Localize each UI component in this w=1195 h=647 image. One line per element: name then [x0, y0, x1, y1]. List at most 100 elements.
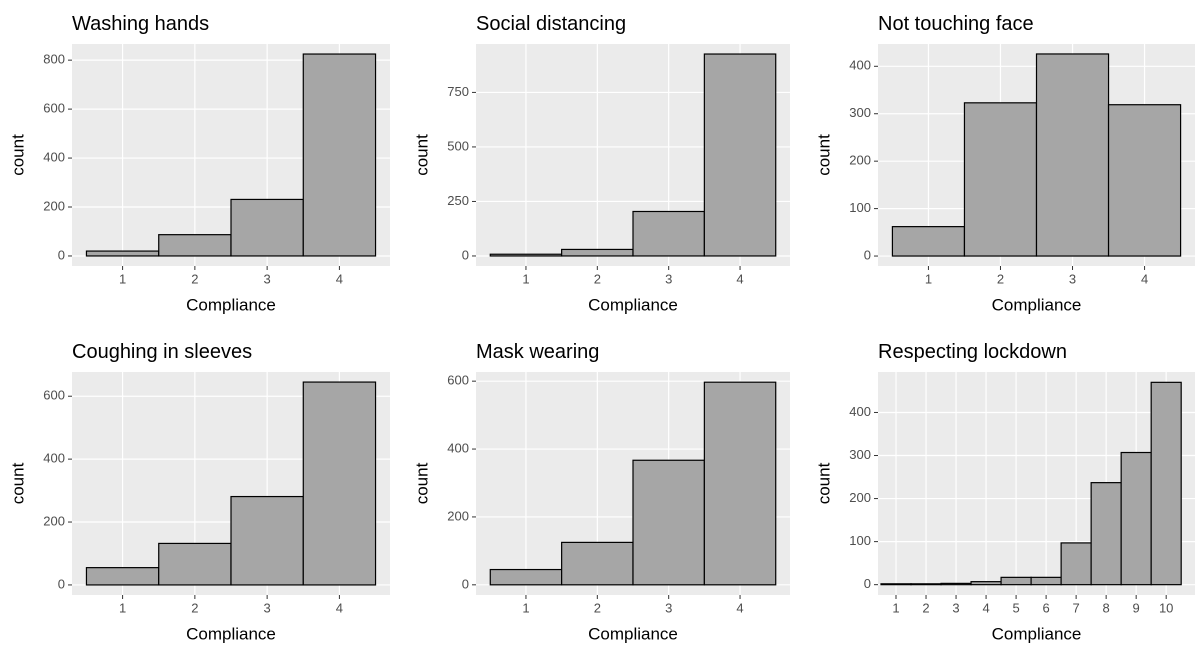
panel: Washing hands 0 200 400 600 800 1 2 3 4 Compliance…: [8, 13, 390, 314]
y-tick-label: 300: [849, 447, 871, 462]
y-tick-label: 750: [447, 84, 469, 99]
x-axis-title: Compliance: [186, 295, 276, 314]
x-tick-label: 10: [1159, 600, 1173, 615]
x-tick-label: 4: [982, 600, 989, 615]
bar: [632, 210, 705, 257]
y-tick-label: 400: [849, 58, 871, 73]
bar: [880, 583, 912, 586]
x-tick-label: 3: [665, 600, 672, 615]
bar: [703, 381, 777, 586]
x-tick-label: 1: [925, 271, 932, 286]
bar: [1000, 576, 1032, 586]
bar: [158, 234, 232, 257]
bar: [1107, 104, 1182, 257]
bar: [158, 542, 232, 586]
x-tick-label: 3: [264, 271, 271, 286]
panel: Respecting lockdown 0 100 200 300 400 1 2 3 4 5 6 7 8…: [814, 341, 1195, 643]
bar: [489, 568, 563, 586]
y-axis-title: count: [814, 134, 833, 176]
x-tick-label: 7: [1073, 600, 1080, 615]
y-axis-title: count: [814, 462, 833, 504]
x-tick-label: 2: [191, 271, 198, 286]
x-tick-label: 8: [1103, 600, 1110, 615]
y-tick-label: 200: [849, 490, 871, 505]
y-tick-label: 100: [849, 200, 871, 215]
bar: [703, 53, 777, 257]
x-tick-label: 5: [1012, 600, 1019, 615]
x-axis-title: Compliance: [992, 624, 1082, 643]
y-axis-title: count: [412, 462, 431, 504]
bar: [85, 250, 160, 257]
y-tick-label: 200: [43, 198, 65, 213]
x-tick-label: 6: [1042, 600, 1049, 615]
x-tick-label: 4: [336, 271, 343, 286]
y-tick-label: 600: [447, 373, 469, 388]
x-tick-label: 1: [892, 600, 899, 615]
x-axis-title: Compliance: [588, 295, 678, 314]
x-axis-title: Compliance: [186, 624, 276, 643]
y-tick-label: 500: [447, 138, 469, 153]
panel-title: Mask wearing: [476, 341, 599, 363]
y-tick-label: 0: [864, 247, 871, 262]
bar: [1060, 542, 1092, 586]
panel-title: Respecting lockdown: [878, 341, 1067, 363]
bar: [1150, 381, 1182, 586]
x-tick-label: 9: [1133, 600, 1140, 615]
x-tick-label: 2: [922, 600, 929, 615]
bar: [1090, 482, 1122, 586]
x-tick-label: 4: [736, 600, 743, 615]
x-tick-label: 3: [952, 600, 959, 615]
x-tick-label: 3: [1069, 271, 1076, 286]
bar: [1035, 53, 1110, 257]
bar: [963, 102, 1038, 257]
y-tick-label: 200: [447, 508, 469, 523]
panel: Coughing in sleeves 0 200 400 600 1 2 3 4 Complia…: [8, 341, 390, 643]
x-tick-label: 4: [1141, 271, 1148, 286]
x-tick-label: 4: [736, 271, 743, 286]
y-tick-label: 800: [43, 52, 65, 67]
y-tick-label: 0: [58, 247, 65, 262]
y-tick-label: 0: [864, 576, 871, 591]
bar: [561, 541, 634, 586]
y-tick-label: 200: [43, 513, 65, 528]
y-tick-label: 300: [849, 105, 871, 120]
x-tick-label: 2: [191, 600, 198, 615]
bar: [85, 567, 160, 586]
bar: [489, 253, 563, 257]
panel-title: Coughing in sleeves: [72, 341, 252, 363]
bar: [302, 381, 377, 586]
bar: [632, 459, 705, 586]
y-tick-label: 400: [43, 451, 65, 466]
y-tick-label: 400: [447, 440, 469, 455]
bar: [970, 581, 1002, 586]
x-axis-title: Compliance: [588, 624, 678, 643]
bar: [1120, 451, 1152, 586]
x-tick-label: 1: [119, 271, 126, 286]
bar: [230, 495, 304, 586]
panel-title: Not touching face: [878, 13, 1034, 35]
y-axis-title: count: [8, 134, 27, 176]
bar: [891, 226, 966, 257]
x-tick-label: 1: [119, 600, 126, 615]
y-tick-label: 250: [447, 193, 469, 208]
y-tick-label: 600: [43, 101, 65, 116]
bar: [940, 582, 972, 586]
y-tick-label: 400: [849, 404, 871, 419]
bar: [302, 53, 377, 257]
x-tick-label: 2: [594, 271, 601, 286]
y-tick-label: 200: [849, 153, 871, 168]
bar: [561, 248, 634, 257]
y-tick-label: 600: [43, 388, 65, 403]
y-tick-label: 0: [462, 576, 469, 591]
x-tick-label: 1: [522, 271, 529, 286]
panel: Social distancing 0 250 500 750 1 2 3 4 Complianc…: [412, 13, 790, 314]
panel-title: Social distancing: [476, 13, 626, 35]
bar: [910, 583, 942, 586]
x-tick-label: 3: [264, 600, 271, 615]
x-tick-label: 2: [997, 271, 1004, 286]
x-tick-label: 2: [594, 600, 601, 615]
y-tick-label: 0: [58, 576, 65, 591]
x-tick-label: 4: [336, 600, 343, 615]
panel: Mask wearing 0 200 400 600 1 2 3 4 Compliance coun…: [412, 341, 790, 643]
